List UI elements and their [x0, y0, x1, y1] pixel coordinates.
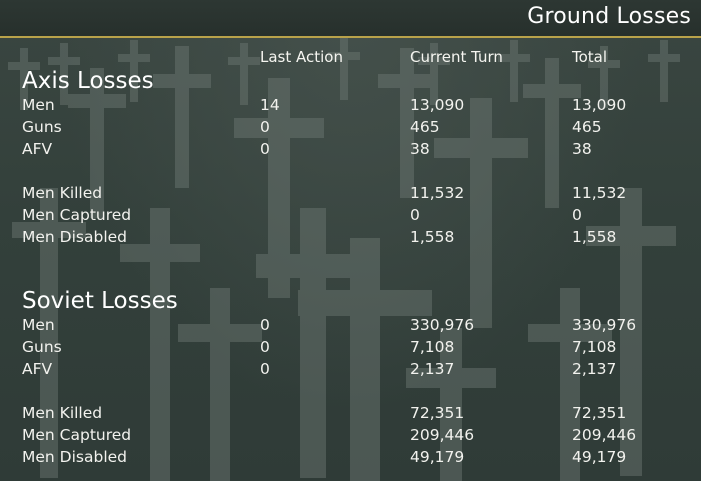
- title-bar: Ground Losses: [0, 0, 701, 38]
- soviet-row-men-killed: Men Killed 72,351 72,351: [0, 404, 701, 426]
- row-label: AFV: [22, 140, 53, 158]
- total-value: 465: [572, 118, 602, 136]
- total-value: 72,351: [572, 404, 627, 422]
- total-value: 1,558: [572, 228, 617, 246]
- current-turn-value: 465: [410, 118, 440, 136]
- column-header-current-turn: Current Turn: [410, 48, 503, 66]
- total-value: 38: [572, 140, 592, 158]
- last-action-value: 0: [260, 338, 270, 356]
- axis-losses-heading: Axis Losses: [22, 68, 154, 94]
- total-value: 49,179: [572, 448, 627, 466]
- row-label: Men Disabled: [22, 228, 127, 246]
- total-value: 13,090: [572, 96, 627, 114]
- current-turn-value: 2,137: [410, 360, 455, 378]
- current-turn-value: 330,976: [410, 316, 475, 334]
- axis-row-guns: Guns 0 465 465: [0, 118, 701, 140]
- axis-row-men-killed: Men Killed 11,532 11,532: [0, 184, 701, 206]
- last-action-value: 0: [260, 140, 270, 158]
- soviet-row-men-captured: Men Captured 209,446 209,446: [0, 426, 701, 448]
- column-header-total: Total: [572, 48, 608, 66]
- current-turn-value: 0: [410, 206, 420, 224]
- row-label: Men Captured: [22, 426, 132, 444]
- row-label: Men: [22, 96, 55, 114]
- axis-row-afv: AFV 0 38 38: [0, 140, 701, 162]
- current-turn-value: 11,532: [410, 184, 465, 202]
- row-label: AFV: [22, 360, 53, 378]
- axis-row-men-disabled: Men Disabled 1,558 1,558: [0, 228, 701, 250]
- column-header-last-action: Last Action: [260, 48, 343, 66]
- row-label: Men Killed: [22, 184, 103, 202]
- total-value: 0: [572, 206, 582, 224]
- total-value: 2,137: [572, 360, 617, 378]
- axis-row-men-captured: Men Captured 0 0: [0, 206, 701, 228]
- soviet-row-guns: Guns 0 7,108 7,108: [0, 338, 701, 360]
- current-turn-value: 72,351: [410, 404, 465, 422]
- row-label: Men Killed: [22, 404, 103, 422]
- last-action-value: 0: [260, 360, 270, 378]
- total-value: 330,976: [572, 316, 637, 334]
- current-turn-value: 209,446: [410, 426, 475, 444]
- last-action-value: 14: [260, 96, 280, 114]
- last-action-value: 0: [260, 316, 270, 334]
- axis-row-men: Men 14 13,090 13,090: [0, 96, 701, 118]
- soviet-row-afv: AFV 0 2,137 2,137: [0, 360, 701, 382]
- row-label: Men Captured: [22, 206, 132, 224]
- row-label: Guns: [22, 338, 62, 356]
- current-turn-value: 1,558: [410, 228, 455, 246]
- soviet-row-men: Men 0 330,976 330,976: [0, 316, 701, 338]
- current-turn-value: 49,179: [410, 448, 465, 466]
- last-action-value: 0: [260, 118, 270, 136]
- current-turn-value: 7,108: [410, 338, 455, 356]
- soviet-row-men-disabled: Men Disabled 49,179 49,179: [0, 448, 701, 470]
- cemetery-crosses-background-image: [8, 38, 680, 481]
- row-label: Men: [22, 316, 55, 334]
- total-value: 209,446: [572, 426, 637, 444]
- current-turn-value: 38: [410, 140, 430, 158]
- soviet-losses-heading: Soviet Losses: [22, 288, 178, 314]
- window-title: Ground Losses: [527, 4, 691, 29]
- row-label: Guns: [22, 118, 62, 136]
- current-turn-value: 13,090: [410, 96, 465, 114]
- total-value: 7,108: [572, 338, 617, 356]
- row-label: Men Disabled: [22, 448, 127, 466]
- total-value: 11,532: [572, 184, 627, 202]
